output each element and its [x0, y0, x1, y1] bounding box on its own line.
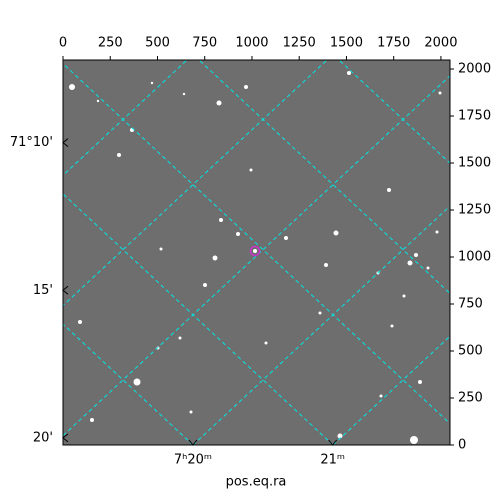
y-tick-label: 2000 — [458, 62, 491, 77]
dec-tick-label: 20' — [33, 430, 53, 445]
x-tick-label: 2000 — [424, 36, 457, 51]
x-tick-label: 500 — [145, 36, 170, 51]
x-tick-label: 1500 — [330, 36, 363, 51]
dec-tick — [62, 285, 69, 295]
dec-tick-label: 15' — [33, 283, 53, 298]
ra-tick — [188, 439, 198, 446]
y-tick-label: 0 — [458, 438, 466, 453]
stars — [69, 71, 442, 444]
wcs-grid-line — [192, 205, 450, 445]
y-tick-label: 250 — [458, 391, 483, 406]
x-tick-label: 750 — [192, 36, 217, 51]
dec-tick — [62, 433, 69, 443]
wcs-grid-line — [63, 193, 334, 445]
x-tick-label: 250 — [98, 36, 123, 51]
ra-tick — [328, 439, 338, 446]
x-axis-label: pos.eq.ra — [226, 475, 287, 490]
dec-tick-label: 71°10' — [10, 135, 53, 150]
x-tick-label: 1250 — [283, 36, 316, 51]
y-tick-label: 1000 — [458, 250, 491, 265]
y-tick-label: 500 — [458, 344, 483, 359]
wcs-grid — [0, 0, 450, 445]
y-tick-label: 1250 — [458, 203, 491, 218]
x-tick-label: 1000 — [235, 36, 268, 51]
wcs-grid-line — [63, 323, 194, 445]
wcs-grid-line — [332, 335, 450, 445]
ra-tick-label: 21ᵐ — [320, 453, 345, 468]
x-tick-label: 1750 — [377, 36, 410, 51]
sky-image — [63, 60, 450, 445]
x-tick-label: 0 — [59, 36, 67, 51]
ra-tick-label: 7ʰ20ᵐ — [174, 453, 212, 468]
wcs-grid-line — [0, 0, 53, 445]
target-marker — [249, 245, 261, 257]
frame — [62, 59, 451, 446]
dec-tick — [62, 138, 69, 148]
y-tick-label: 1750 — [458, 109, 491, 124]
y-tick-label: 750 — [458, 297, 483, 312]
y-tick-label: 1500 — [458, 156, 491, 171]
wcs-grid-line — [63, 63, 450, 425]
wcs-grid-line — [63, 75, 450, 437]
